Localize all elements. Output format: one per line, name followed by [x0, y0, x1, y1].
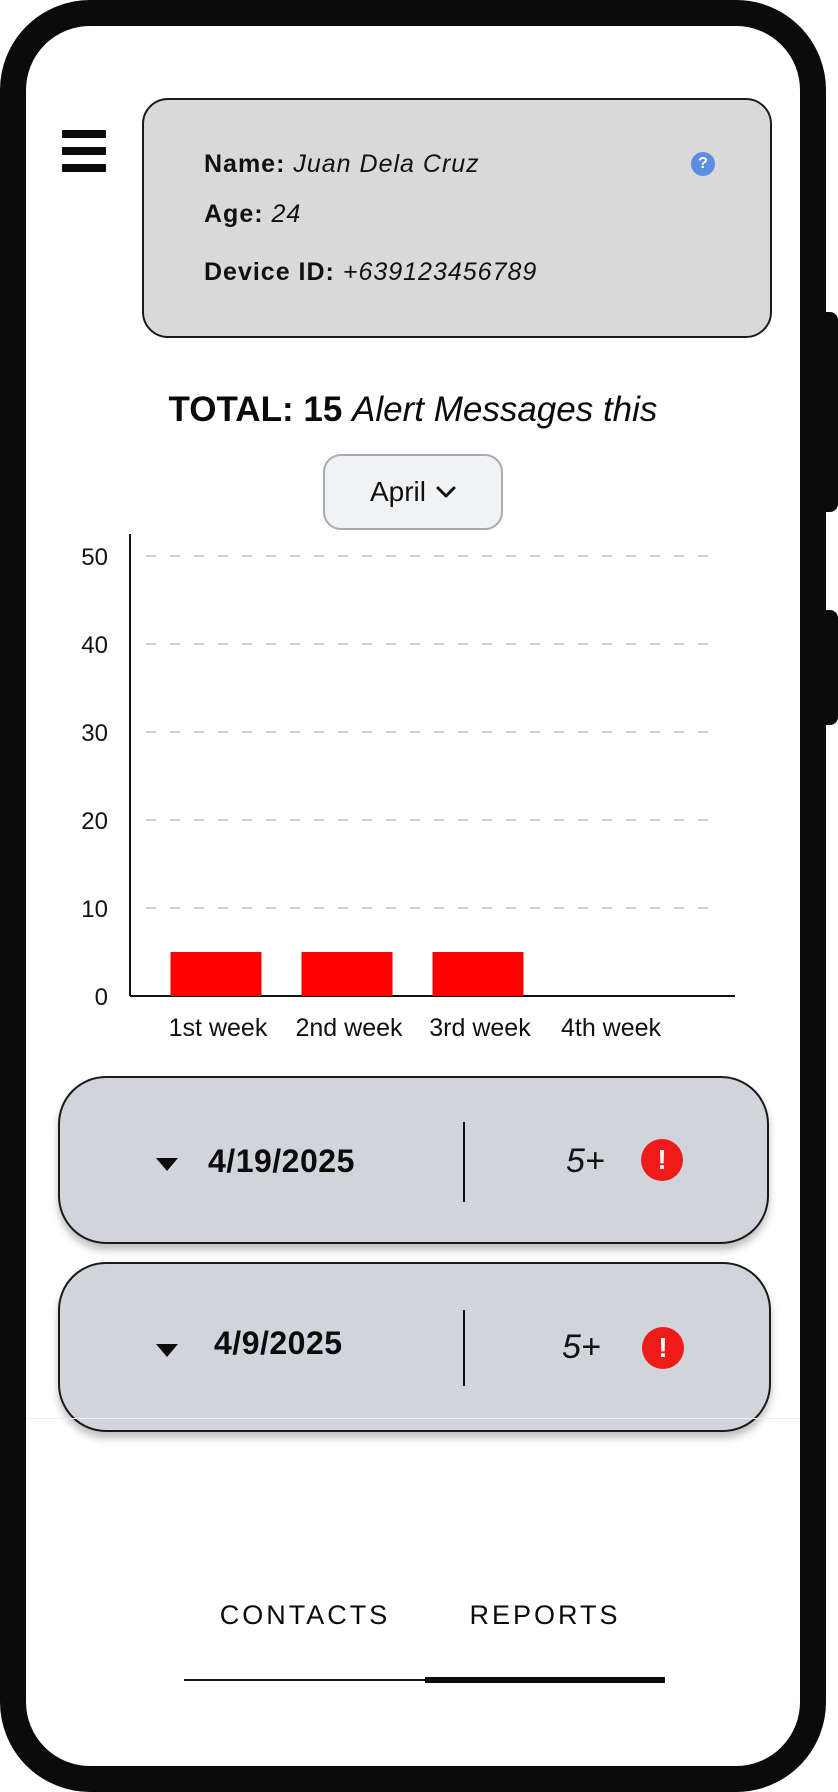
device-id-value: +639123456789 — [342, 258, 538, 286]
name-value: Juan Dela Cruz — [293, 150, 480, 178]
bar — [432, 952, 524, 996]
bar — [301, 952, 393, 996]
month-selected-value: April — [369, 476, 426, 507]
row-divider — [463, 1122, 465, 1202]
hamburger-menu-icon[interactable] — [62, 130, 106, 172]
y-tick-label: 40 — [81, 632, 108, 659]
age-label: Age: — [204, 200, 264, 228]
month-dropdown[interactable]: April — [323, 454, 503, 530]
report-row[interactable]: 4/19/2025 5+ ! — [58, 1076, 769, 1244]
tab-reports[interactable]: REPORTS — [469, 1600, 621, 1630]
caret-down-icon[interactable] — [156, 1158, 178, 1171]
x-tick-label: 1st week — [169, 1014, 268, 1040]
total-alerts-heading: TOTAL: 15 Alert Messages this — [0, 390, 826, 430]
help-icon[interactable]: ? — [691, 152, 715, 176]
profile-card: Name: Juan Dela Cruz Age: 24 Device ID: … — [142, 98, 772, 338]
report-count: 5+ — [566, 1142, 605, 1180]
profile-age-row: Age: 24 — [204, 200, 301, 229]
side-button-volume — [826, 312, 838, 512]
age-value: 24 — [271, 200, 302, 228]
side-button-power — [826, 610, 838, 725]
x-tick-label: 2nd week — [295, 1014, 403, 1040]
alert-icon: ! — [642, 1327, 684, 1369]
profile-device-row: Device ID: +639123456789 — [204, 258, 537, 287]
total-value: 15 — [303, 390, 343, 429]
chevron-down-icon — [436, 486, 456, 498]
alert-icon: ! — [641, 1139, 683, 1181]
y-tick-label: 0 — [95, 984, 108, 1011]
weekly-alerts-bar-chart: 0 10 20 30 40 50 1st week 2nd week 3rd week 4th w… — [81, 534, 735, 1040]
device-id-label: Device ID: — [204, 258, 335, 286]
y-tick-label: 10 — [81, 896, 108, 923]
total-suffix: Alert Messages this — [352, 390, 658, 429]
report-row[interactable]: 4/9/2025 5+ ! — [58, 1262, 771, 1432]
section-divider — [26, 1418, 800, 1419]
total-label: TOTAL: — [168, 390, 294, 429]
tab-baseline — [184, 1679, 425, 1681]
profile-name-row: Name: Juan Dela Cruz — [204, 150, 480, 179]
bar — [170, 952, 262, 996]
active-tab-indicator — [425, 1677, 665, 1683]
row-divider — [463, 1310, 465, 1386]
report-date: 4/9/2025 — [214, 1325, 343, 1361]
caret-down-icon[interactable] — [156, 1344, 178, 1357]
report-date: 4/19/2025 — [208, 1143, 355, 1179]
x-tick-label: 4th week — [561, 1014, 662, 1040]
x-tick-label: 3rd week — [429, 1014, 531, 1040]
name-label: Name: — [204, 150, 286, 178]
y-tick-label: 20 — [81, 808, 108, 835]
report-count: 5+ — [562, 1328, 601, 1366]
tab-contacts[interactable]: CONTACTS — [219, 1600, 391, 1630]
y-tick-label: 50 — [81, 544, 108, 571]
y-tick-label: 30 — [81, 720, 108, 747]
